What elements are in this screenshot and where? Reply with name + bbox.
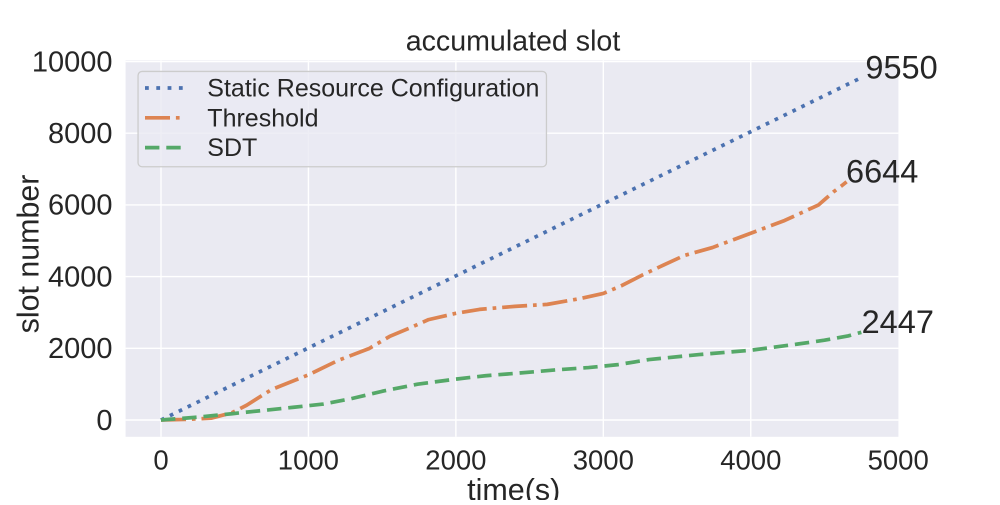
svg-text:4000: 4000 (720, 444, 781, 475)
svg-text:Static Resource Configuration: Static Resource Configuration (207, 75, 539, 103)
svg-text:0: 0 (96, 405, 112, 437)
svg-text:2000: 2000 (425, 444, 486, 475)
svg-text:6000: 6000 (48, 190, 113, 222)
svg-text:1000: 1000 (278, 444, 339, 475)
svg-text:2000: 2000 (48, 333, 113, 365)
svg-text:SDT: SDT (207, 134, 257, 162)
svg-text:4000: 4000 (48, 261, 113, 293)
svg-text:10000: 10000 (32, 46, 113, 78)
svg-text:time(s): time(s) (467, 473, 560, 500)
svg-text:3000: 3000 (573, 444, 634, 475)
svg-text:Threshold: Threshold (207, 104, 318, 132)
svg-text:8000: 8000 (48, 118, 113, 150)
svg-text:9550: 9550 (865, 49, 937, 85)
svg-text:slot number: slot number (11, 175, 45, 334)
svg-text:0: 0 (153, 444, 168, 475)
svg-text:6644: 6644 (846, 154, 918, 190)
svg-text:accumulated slot: accumulated slot (406, 26, 621, 58)
svg-text:5000: 5000 (868, 444, 929, 475)
svg-text:2447: 2447 (862, 304, 934, 340)
